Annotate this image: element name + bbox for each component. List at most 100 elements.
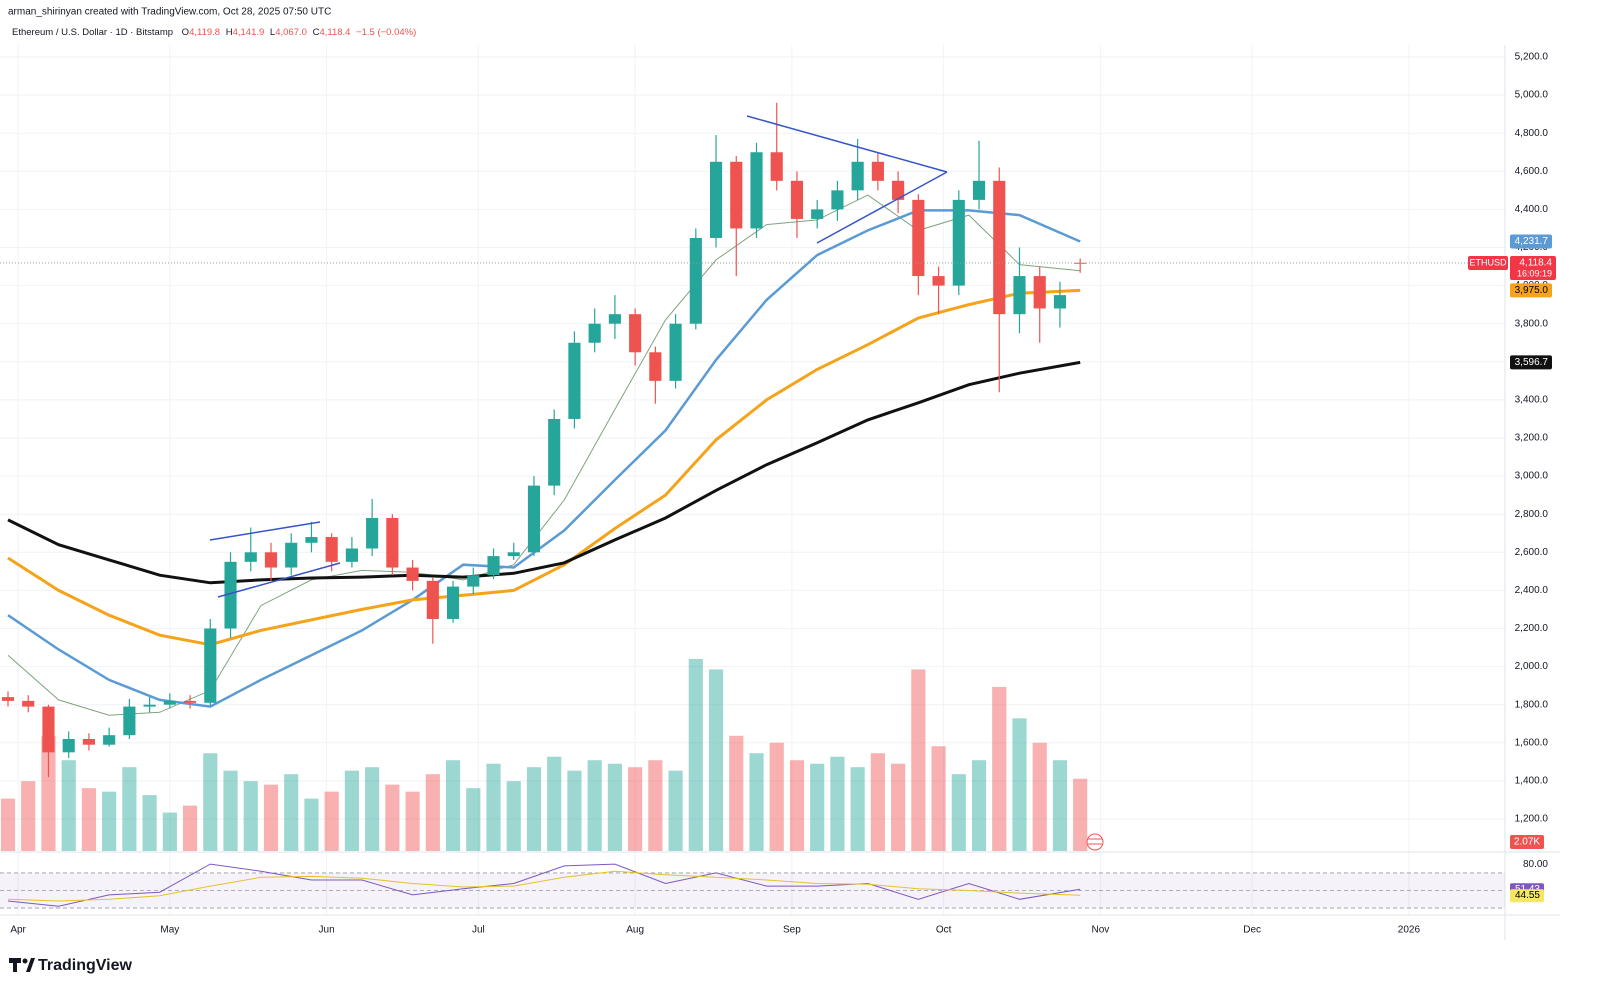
candle-body bbox=[770, 152, 783, 181]
candle-body bbox=[548, 418, 561, 486]
ohlc-key: L bbox=[270, 27, 275, 38]
volume-bar bbox=[162, 812, 177, 851]
volume-bar bbox=[749, 753, 764, 851]
candle-body bbox=[1, 697, 15, 701]
ma-tag-label: 3,975.0 bbox=[1515, 285, 1549, 296]
candle-body bbox=[952, 199, 965, 286]
ma-tag bbox=[1510, 234, 1552, 249]
candle-body bbox=[163, 700, 176, 705]
price-tag-label: 4,118.4 bbox=[1519, 258, 1552, 269]
candle-body bbox=[487, 556, 500, 576]
symbol-tag-label: ETHUSD bbox=[1469, 257, 1507, 267]
volume-bar bbox=[769, 742, 784, 851]
candle-body bbox=[325, 537, 338, 562]
ma-tag bbox=[1510, 283, 1552, 298]
ma-tag-label: 3,596.7 bbox=[1515, 357, 1549, 368]
volume-bar bbox=[648, 760, 663, 851]
y-tick-label: 4,400.0 bbox=[1515, 204, 1549, 215]
candle-body bbox=[446, 586, 460, 619]
countdown: 16:09:19 bbox=[1517, 268, 1552, 278]
volume-bar bbox=[850, 767, 865, 851]
volume-bar bbox=[0, 798, 16, 851]
price-tag bbox=[1510, 256, 1556, 281]
candle-body bbox=[831, 190, 844, 210]
volume-bar bbox=[547, 756, 562, 851]
candle-body bbox=[345, 548, 358, 562]
volume-bar bbox=[223, 770, 238, 851]
candle-body bbox=[629, 314, 642, 353]
candle-body bbox=[507, 552, 520, 557]
volume-bar bbox=[810, 763, 825, 851]
volume-bar bbox=[607, 763, 622, 851]
ohlc-value: 4,118.4 bbox=[319, 27, 350, 38]
rsi-tag-label: 44.55 bbox=[1515, 890, 1540, 901]
candle-body bbox=[527, 485, 541, 553]
volume-bar bbox=[1032, 742, 1047, 851]
candle-body bbox=[811, 209, 824, 219]
volume-bar bbox=[284, 774, 299, 851]
candle-body bbox=[993, 180, 1006, 315]
volume-bar bbox=[304, 798, 319, 851]
x-tick-label: Jul bbox=[472, 925, 485, 936]
candle-body bbox=[790, 180, 804, 219]
volume-bar bbox=[263, 784, 279, 851]
volume-bar bbox=[324, 791, 339, 851]
volume-bar bbox=[81, 788, 96, 851]
volume-tag bbox=[1510, 835, 1544, 849]
volume-bar bbox=[182, 805, 198, 851]
candle-body bbox=[143, 704, 156, 707]
x-tick-label: Dec bbox=[1243, 925, 1261, 936]
trendline bbox=[816, 171, 948, 244]
ohlc-key: C bbox=[313, 27, 320, 38]
y-tick-label: 1,200.0 bbox=[1515, 814, 1549, 825]
y-tick-label: 3,400.0 bbox=[1515, 395, 1549, 406]
symbol-tag bbox=[1468, 256, 1508, 271]
candle-body bbox=[1053, 295, 1067, 309]
volume-bar bbox=[911, 669, 926, 851]
y-tick-label: 1,800.0 bbox=[1515, 699, 1549, 710]
logo-mark bbox=[22, 958, 28, 964]
volume-bar bbox=[122, 767, 137, 851]
candle-body bbox=[689, 237, 702, 324]
candle-body bbox=[467, 575, 480, 587]
volume-bar bbox=[61, 760, 76, 851]
trendline bbox=[217, 562, 341, 598]
volume-bar bbox=[405, 791, 420, 851]
y-tick-label: 4,600.0 bbox=[1515, 166, 1549, 177]
volume-bar bbox=[951, 774, 966, 851]
volume-bar bbox=[243, 781, 258, 851]
volume-bar bbox=[526, 767, 542, 851]
volume-bar bbox=[142, 795, 157, 851]
volume-bar bbox=[668, 770, 683, 851]
x-tick-label: May bbox=[160, 925, 179, 936]
volume-bar bbox=[102, 791, 117, 851]
volume-bar bbox=[992, 686, 1007, 851]
y-tick-label: 2,800.0 bbox=[1515, 509, 1549, 520]
flag bbox=[1086, 833, 1104, 851]
x-tick-label: Oct bbox=[936, 925, 952, 936]
moving-average bbox=[7, 360, 1081, 585]
y-tick-label: 2,200.0 bbox=[1515, 623, 1549, 634]
candle-body bbox=[123, 706, 136, 736]
x-tick-label: Apr bbox=[10, 925, 26, 936]
volume-bar bbox=[688, 658, 703, 851]
candle-body bbox=[709, 161, 723, 238]
candle-body bbox=[264, 552, 278, 568]
volume-bar bbox=[830, 756, 845, 851]
candle-body bbox=[224, 561, 237, 629]
candle-body bbox=[386, 518, 399, 568]
rsi-line bbox=[7, 863, 1081, 907]
candle-body bbox=[730, 161, 743, 229]
candle-body bbox=[932, 276, 945, 286]
candle-body bbox=[649, 352, 662, 381]
candle-body bbox=[1033, 276, 1046, 309]
volume-bar bbox=[729, 735, 744, 851]
volume-bar bbox=[425, 774, 440, 851]
volume-bar bbox=[1012, 718, 1027, 851]
candle-body bbox=[42, 706, 55, 753]
volume-bar bbox=[1073, 778, 1088, 851]
ohlc-key: H bbox=[226, 27, 233, 38]
candle-body bbox=[183, 700, 197, 703]
candle-body bbox=[366, 518, 379, 549]
